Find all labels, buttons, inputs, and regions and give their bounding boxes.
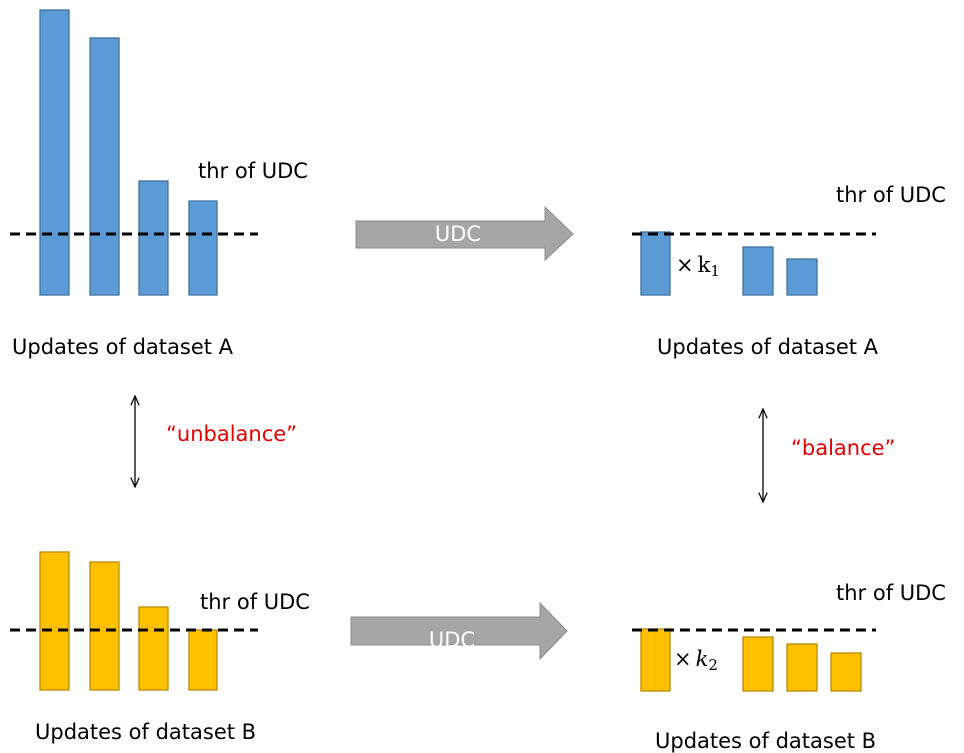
panel-a-before: thr of UDC Updates of dataset A	[10, 9, 308, 359]
caption: Updates of dataset A	[12, 335, 234, 359]
threshold-label: thr of UDC	[836, 183, 946, 207]
bar	[138, 180, 169, 296]
threshold-label: thr of UDC	[198, 159, 308, 183]
udc-arrow: UDC	[355, 205, 574, 262]
bar	[138, 606, 169, 691]
factor-sign: ×	[676, 253, 694, 277]
factor-symbol: k	[698, 253, 711, 277]
caption: Updates of dataset A	[657, 335, 879, 359]
bar	[188, 200, 218, 296]
bar	[830, 652, 862, 692]
factor-index: 2	[708, 656, 718, 674]
bar	[39, 551, 70, 691]
panel-b-after: thr of UDC × k2 Updates of dataset B	[632, 581, 946, 753]
caption: Updates of dataset B	[35, 720, 256, 744]
threshold-label: thr of UDC	[836, 581, 946, 605]
bar	[188, 629, 218, 691]
relation-label: “unbalance”	[166, 422, 297, 446]
bar	[786, 258, 818, 296]
bar	[742, 636, 774, 692]
udc-arrow: UDC	[350, 601, 568, 661]
arrow-label: UDC	[435, 222, 481, 246]
bar	[640, 628, 671, 692]
factor-sign: ×	[674, 647, 692, 671]
panel-a-after: thr of UDC × k1 Updates of dataset A	[632, 183, 946, 359]
caption: Updates of dataset B	[655, 729, 876, 753]
arrow-label: UDC	[429, 628, 475, 652]
panel-b-before: thr of UDC Updates of dataset B	[10, 551, 310, 744]
threshold-label: thr of UDC	[200, 590, 310, 614]
factor-symbol: k	[696, 647, 709, 671]
bar	[39, 9, 70, 296]
bar	[89, 561, 120, 691]
relation-label: “balance”	[791, 436, 895, 460]
bar	[742, 246, 774, 296]
bar	[89, 37, 120, 296]
bar	[640, 231, 671, 296]
factor: × k1	[676, 253, 720, 281]
factor: × k2	[674, 647, 718, 675]
factor-index: 1	[710, 262, 720, 280]
bar	[786, 643, 818, 692]
